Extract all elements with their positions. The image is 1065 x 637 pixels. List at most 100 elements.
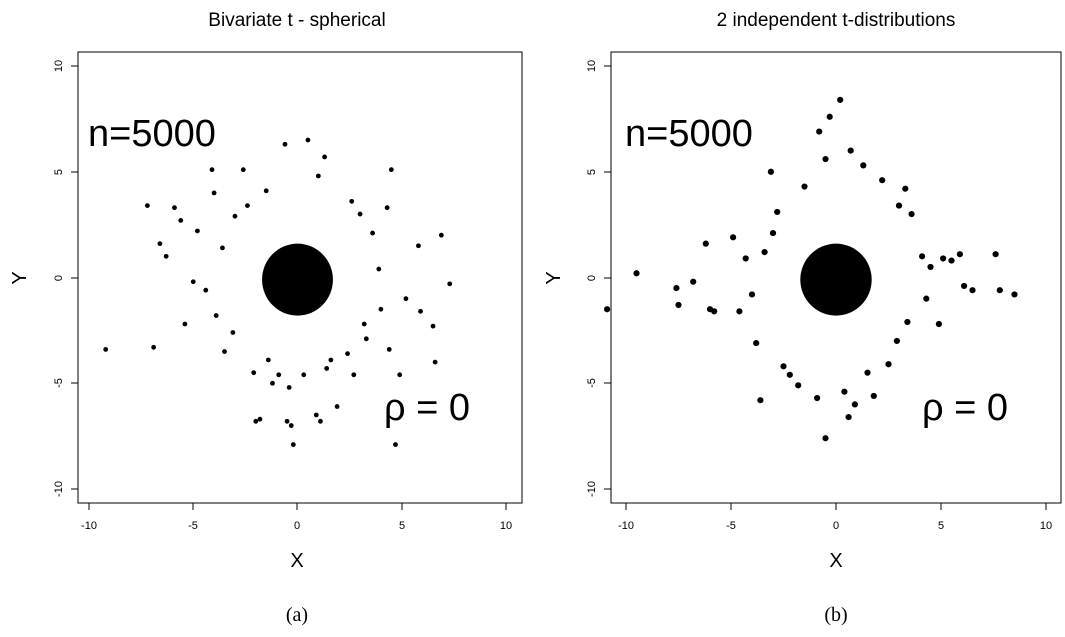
panel-a-data-point: [172, 205, 177, 211]
panel-b-data-point: [904, 318, 911, 326]
panel-a-data-point: [286, 385, 292, 390]
panel-a-xtick-label: -5: [188, 520, 198, 532]
panel-a-data-point: [397, 372, 403, 378]
panel-a-data-point: [288, 423, 294, 428]
panel-b-xtick-label: -10: [618, 520, 634, 532]
panel-a-data-point: [290, 442, 296, 447]
panel-a-data-point: [284, 418, 290, 424]
panel-b-data-point: [923, 295, 930, 302]
panel-a-data-point: [301, 372, 307, 378]
panel-b-data-point: [748, 291, 756, 298]
panel-b-x-axis-label: X: [829, 550, 842, 572]
panel-a-data-point: [251, 370, 257, 376]
panel-a-data-point: [361, 321, 367, 327]
panel-b-data-point: [826, 113, 833, 120]
panel-b-data-point: [885, 361, 892, 368]
panel-b-dense-core-mass: [800, 243, 872, 316]
panel-b-correlation-annotation: ρ = 0: [922, 387, 1008, 429]
panel-a-dense-core-mass: [262, 243, 333, 316]
panel-a-sample-size-annotation: n=5000: [88, 113, 216, 155]
panel-b-data-point: [702, 240, 709, 247]
panel-b-data-point: [761, 249, 768, 256]
panel-a-data-point: [438, 232, 444, 238]
panel-a-data-point: [328, 357, 334, 363]
panel-b-data-point: [690, 278, 697, 285]
panel-a-data-point: [230, 330, 236, 335]
panel-b-data-point: [893, 337, 901, 345]
panel-a-dense-core: [262, 243, 333, 316]
panel-a-y-axis: -10 -5 0 5 10 Y: [9, 60, 79, 497]
panel-a-data-point: [276, 372, 282, 378]
panel-b-data-point: [879, 177, 886, 184]
panel-b-ytick-label: -5: [586, 378, 598, 388]
panel-a-data-point: [418, 308, 423, 314]
panel-a-ytick-label: -10: [53, 481, 65, 497]
panel-b-data-point: [956, 251, 964, 258]
panel-b-data-point: [841, 388, 848, 395]
panel-b-data-point: [847, 147, 854, 154]
panel-a-data-point: [403, 296, 409, 302]
panel-a-data-point: [282, 141, 288, 147]
panel-a-data-point: [432, 359, 438, 365]
panel-a-correlation-annotation: ρ = 0: [384, 387, 470, 429]
panel-b-data-point: [837, 96, 844, 103]
panel-a-data-point: [232, 213, 238, 219]
panel-a-data-point: [322, 154, 328, 160]
panel-b-data-point: [780, 363, 787, 370]
panel-a-xtick-label: 0: [294, 520, 300, 532]
panel-a-data-point: [349, 198, 355, 204]
panel-a-xtick-label: 10: [500, 520, 512, 532]
panel-b-data-point: [851, 401, 859, 408]
panel-b-caption: (b): [824, 604, 847, 626]
panel-b-data-point: [1011, 291, 1018, 298]
panel-a-ytick-label: 10: [53, 60, 65, 72]
panel-a-data-point: [447, 281, 453, 287]
panel-b-ytick-label: 0: [586, 275, 598, 281]
panel-a-data-point: [376, 266, 382, 272]
panel-b-data-point: [673, 284, 680, 292]
panel-a-data-point: [430, 323, 436, 329]
panel-a-data-point: [305, 137, 311, 143]
panel-b-data-point: [919, 253, 926, 260]
panel-a-data-point: [178, 217, 184, 223]
panel-a-ytick-label: 5: [53, 169, 65, 175]
panel-b-data-point: [992, 251, 999, 258]
panel-b-sample-size-annotation: n=5000: [625, 113, 753, 155]
panel-a-data-point: [203, 287, 209, 293]
panel-a-data-point: [378, 306, 384, 312]
panel-a-x-axis-label: X: [290, 550, 303, 572]
panel-a-data-point: [213, 313, 219, 318]
panel-b-data-point: [711, 308, 718, 315]
panel-a-data-point: [324, 366, 330, 371]
panel-a-data-point: [240, 167, 246, 173]
panel-a-data-point: [220, 245, 225, 251]
panel-b-data-point: [742, 255, 749, 262]
panel-a-data-point: [195, 228, 200, 234]
panel-b-data-point: [604, 306, 611, 313]
panel-a-y-axis-label: Y: [9, 271, 31, 284]
panel-b-data-point: [795, 382, 802, 389]
panel-b-title: 2 independent t-distributions: [717, 10, 956, 31]
panel-b-data-point: [996, 287, 1003, 294]
panel-a-data-point: [182, 321, 188, 327]
panel-a-data-point: [318, 418, 323, 424]
panel-a-data-point: [351, 372, 357, 378]
panel-b-y-axis: -10 -5 0 5 10 Y: [543, 60, 612, 497]
panel-b-data-point: [633, 270, 640, 277]
panel-a-data-point: [157, 241, 163, 247]
panel-b-xtick-label: 5: [938, 520, 944, 532]
panel-b-data-point: [816, 128, 823, 135]
panel-b-data-point: [822, 155, 829, 163]
panel-a-data-point: [209, 167, 215, 173]
panel-a-data-point: [253, 418, 259, 424]
panel-b-data-point: [753, 339, 760, 347]
panel-a-data-point: [211, 190, 217, 196]
panel-a-data-point: [245, 203, 250, 208]
panel-a-data-point: [334, 404, 340, 409]
panel-b-data-point: [730, 234, 737, 241]
panel-b-data-point: [786, 371, 793, 378]
panel-a-data-point: [144, 203, 150, 208]
panel-a-data-point: [384, 205, 390, 211]
panel-a-data-point: [345, 351, 350, 357]
